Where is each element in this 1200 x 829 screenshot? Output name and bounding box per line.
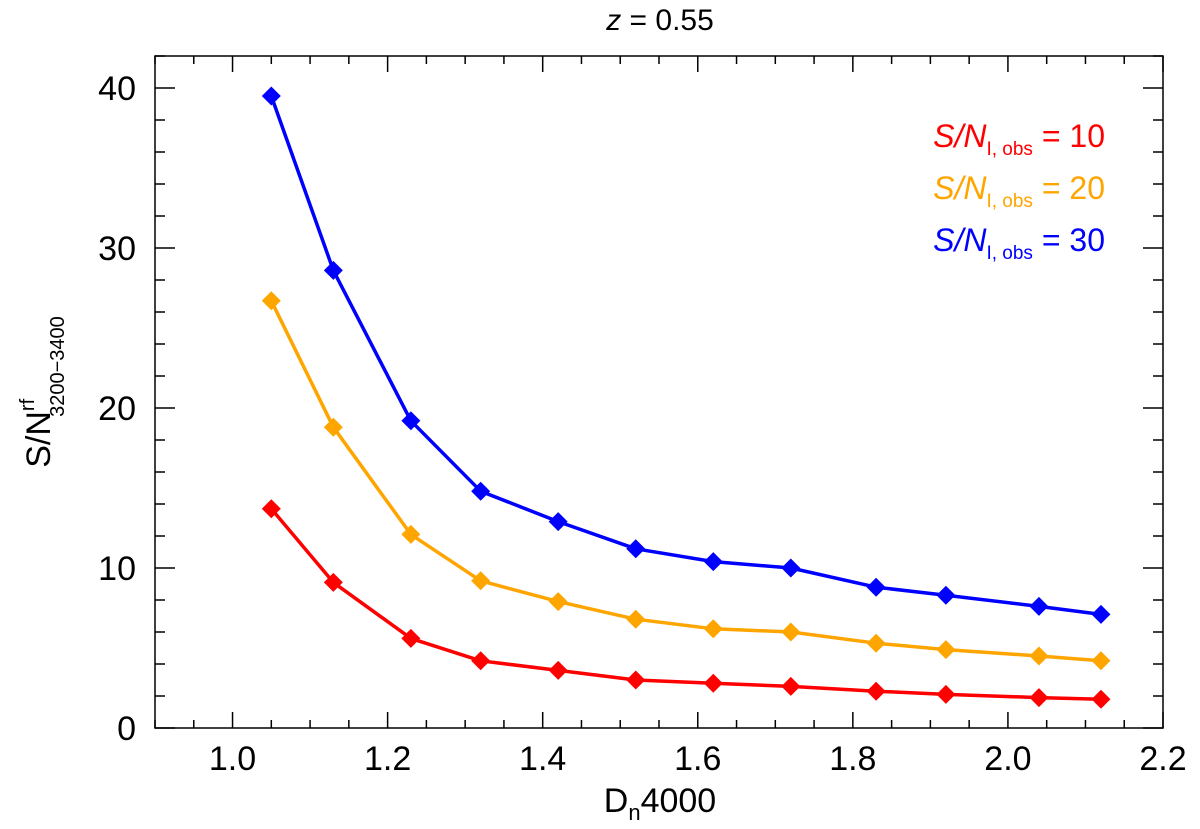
legend-entry: S/NI, obs = 10: [933, 118, 1105, 160]
y-tick-label: 30: [98, 230, 136, 268]
y-tick-label: 10: [98, 550, 136, 588]
series-line: [269, 95, 1102, 617]
data-point: [703, 619, 723, 639]
axis-tick-labels: 1.0 1.2 1.4 1.6 1.8 2.0 2.2 0 10 20 30 40: [98, 70, 1186, 778]
data-point: [626, 609, 646, 629]
data-point: [548, 592, 568, 612]
data-point: [401, 628, 421, 648]
legend: S/NI, obs = 10 S/NI, obs = 20 S/NI, obs = …: [933, 118, 1105, 264]
data-point: [1091, 604, 1111, 624]
data-point: [936, 585, 956, 605]
data-point: [548, 512, 568, 532]
data-point: [866, 681, 886, 701]
legend-entry: S/NI, obs = 20: [933, 170, 1105, 212]
y-axis-title: S/Nrf 3200−3400: [17, 316, 69, 468]
chart-title: z = 0.55: [605, 4, 714, 37]
data-point: [626, 539, 646, 559]
series-line: [269, 300, 1102, 663]
data-point: [626, 670, 646, 690]
data-point: [866, 633, 886, 653]
series-line: [269, 507, 1102, 701]
data-point: [1029, 596, 1049, 616]
data-point: [261, 291, 281, 311]
data-point: [866, 577, 886, 597]
y-tick-label: 40: [98, 70, 136, 108]
x-tick-label: 1.2: [364, 740, 411, 778]
data-point: [781, 622, 801, 642]
data-point: [261, 499, 281, 519]
data-point: [781, 676, 801, 696]
legend-entry: S/NI, obs = 30: [933, 222, 1105, 264]
data-point: [261, 86, 281, 106]
data-point: [323, 417, 343, 437]
data-point: [548, 660, 568, 680]
data-point: [323, 572, 343, 592]
x-axis-title: Dn4000: [604, 782, 716, 825]
x-tick-label: 1.8: [829, 740, 876, 778]
series-1: [261, 499, 1111, 709]
data-point: [936, 640, 956, 660]
x-tick-label: 1.0: [209, 740, 256, 778]
series-3: [261, 86, 1111, 624]
x-tick-label: 2.2: [1139, 740, 1186, 778]
data-point: [1029, 646, 1049, 666]
data-point: [936, 684, 956, 704]
data-point: [323, 260, 343, 280]
data-point: [1091, 651, 1111, 671]
data-point: [781, 558, 801, 578]
x-tick-label: 1.6: [674, 740, 721, 778]
data-point: [471, 571, 491, 591]
y-tick-label: 0: [117, 710, 136, 748]
data-point: [401, 411, 421, 431]
data-point: [401, 524, 421, 544]
x-tick-label: 2.0: [984, 740, 1031, 778]
data-point: [471, 651, 491, 671]
data-point: [471, 481, 491, 501]
series-group: [261, 86, 1111, 709]
data-point: [1029, 688, 1049, 708]
axis-ticks: [154, 55, 1164, 729]
data-point: [703, 552, 723, 572]
data-point: [703, 673, 723, 693]
y-tick-label: 20: [98, 390, 136, 428]
x-tick-label: 1.4: [519, 740, 566, 778]
data-point: [1091, 689, 1111, 709]
series-2: [261, 291, 1111, 671]
